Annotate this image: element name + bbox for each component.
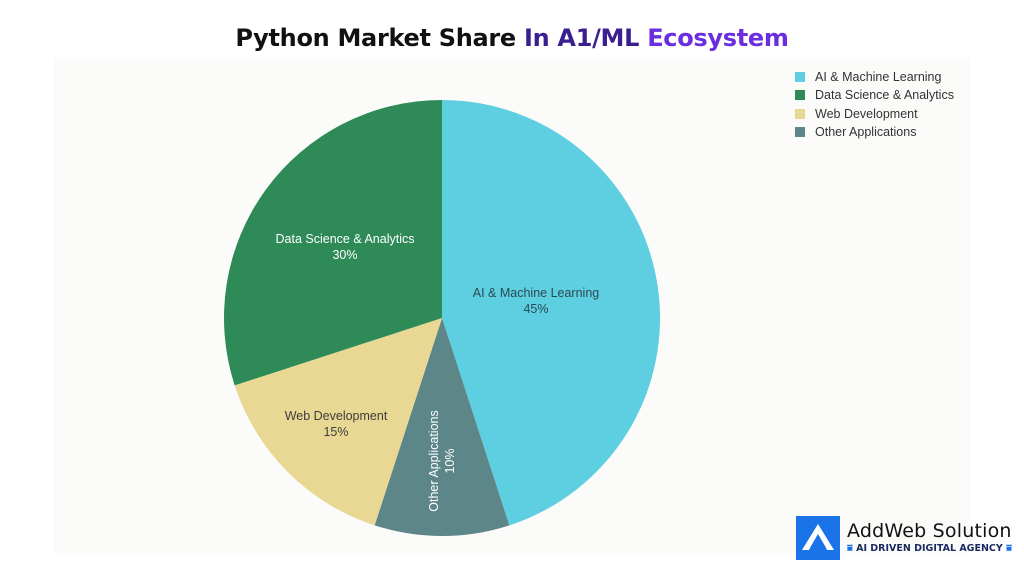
legend-label: AI & Machine Learning xyxy=(815,70,942,85)
pie-slice-data-science-analytics[interactable] xyxy=(223,100,442,386)
addweb-logo-icon xyxy=(796,516,840,560)
chart-title: Python Market Share In A1/ML Ecosystem xyxy=(0,24,1024,52)
pie-slice-web-development[interactable] xyxy=(234,318,442,526)
slice-label-web-name: Web Development xyxy=(284,409,388,423)
slice-label-other-name: Other Applications xyxy=(427,410,441,512)
slice-label-other-value: 10% xyxy=(443,448,457,474)
brand-name: AddWeb Solution xyxy=(847,520,1012,542)
pie-slice-ai-machine-learning[interactable] xyxy=(442,100,660,526)
slice-label-ds-value: 30% xyxy=(332,248,358,262)
slice-label-ai-value: 45% xyxy=(523,302,549,316)
legend-swatch-icon xyxy=(795,90,805,101)
legend-item-other[interactable]: Other Applications xyxy=(795,123,954,141)
brand-tagline: ⩸ AI DRIVEN DIGITAL AGENCY ⩸ xyxy=(847,543,1012,554)
legend-label: Web Development xyxy=(815,106,918,121)
slice-label-web: Web Development 15% xyxy=(285,408,388,440)
title-part-3: Ecosystem xyxy=(639,24,789,52)
slice-label-ai-name: AI & Machine Learning xyxy=(472,286,600,300)
chart-legend: AI & Machine Learning Data Science & Ana… xyxy=(795,68,954,141)
legend-label: Data Science & Analytics xyxy=(815,88,954,103)
slice-label-web-value: 15% xyxy=(323,425,349,439)
slice-label-other: Other Applications 10% xyxy=(426,410,458,511)
brand-tagline-text: AI DRIVEN DIGITAL AGENCY xyxy=(856,543,1003,554)
slice-label-ds: Data Science & Analytics 30% xyxy=(276,231,415,263)
title-part-1: Python Market Share xyxy=(235,24,516,52)
legend-item-ai[interactable]: AI & Machine Learning xyxy=(795,68,954,86)
slice-label-ai: AI & Machine Learning 45% xyxy=(473,285,599,317)
legend-item-ds[interactable]: Data Science & Analytics xyxy=(795,86,954,104)
legend-swatch-icon xyxy=(795,127,805,138)
legend-item-web[interactable]: Web Development xyxy=(795,105,954,123)
brand-logo: AddWeb Solution ⩸ AI DRIVEN DIGITAL AGEN… xyxy=(796,516,1012,560)
legend-swatch-icon xyxy=(795,108,805,119)
legend-swatch-icon xyxy=(795,72,805,83)
pie-slice-other-applications[interactable] xyxy=(374,318,510,537)
slice-label-ds-name: Data Science & Analytics xyxy=(275,232,415,246)
title-part-2: In A1/ML xyxy=(515,24,640,52)
legend-label: Other Applications xyxy=(815,125,917,140)
